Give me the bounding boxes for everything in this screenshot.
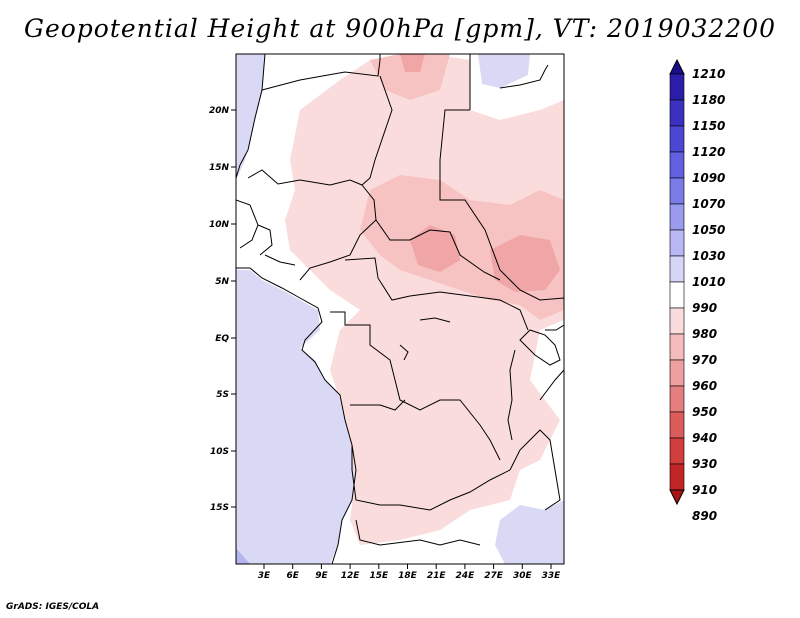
borders — [236, 54, 564, 564]
colorbar-segment — [669, 463, 685, 491]
colorbar-segment — [669, 281, 685, 309]
colorbar-segment — [669, 411, 685, 439]
lon-tick-label: 30E — [513, 571, 533, 581]
map-frame — [235, 53, 565, 565]
pale-red-area — [285, 54, 564, 545]
map-fill — [236, 54, 564, 564]
lon-tick-label: 3E — [258, 571, 271, 581]
colorbar-label: 980 — [692, 327, 717, 341]
colorbar-bottom-arrow — [669, 489, 685, 506]
colorbar-label: 950 — [692, 405, 717, 419]
colorbar-segment — [669, 229, 685, 257]
colorbar: 1210 1180 1150 1120 1090 1070 1050 1030 1010 990 9… — [669, 58, 725, 523]
lat-tick-label: 20N — [209, 106, 230, 116]
ocean-area — [236, 54, 356, 564]
lon-tick-label: 18E — [398, 571, 418, 581]
colorbar-label: 1010 — [692, 275, 725, 289]
axis-ticks — [231, 109, 552, 569]
lon-tick-label: 27E — [484, 571, 504, 581]
lon-tick-label: 9E — [315, 571, 328, 581]
colorbar-segment — [669, 99, 685, 127]
lat-tick-label: 10N — [209, 220, 230, 230]
light-red-north — [370, 54, 450, 100]
grads-credit: GrADS: IGES/COLA — [6, 602, 100, 612]
colorbar-label: 910 — [692, 483, 717, 497]
lat-tick-label: 15S — [210, 503, 229, 513]
colorbar-label: 1090 — [692, 171, 725, 185]
lat-tick-label: 5S — [216, 390, 229, 400]
colorbar-label: 1030 — [692, 249, 725, 263]
lat-tick-label: 5N — [215, 277, 229, 287]
lon-tick-label: 24E — [456, 571, 476, 581]
colorbar-segment — [669, 437, 685, 465]
colorbar-label: 940 — [692, 431, 717, 445]
figure-title: Geopotential Height at 900hPa [gpm], VT:… — [23, 14, 777, 43]
lon-tick-label: 21E — [427, 571, 447, 581]
colorbar-segment — [669, 255, 685, 283]
lon-tick-label: 12E — [341, 571, 361, 581]
lat-tick-label: EQ — [215, 334, 229, 344]
colorbar-label: 1050 — [692, 223, 725, 237]
colorbar-top-arrow — [669, 58, 685, 75]
colorbar-label: 990 — [692, 301, 717, 315]
colorbar-segment — [669, 151, 685, 179]
mid-red-area-1 — [410, 225, 460, 272]
ocean-corner — [236, 548, 250, 564]
lat-tick-label: 10S — [210, 447, 229, 457]
colorbar-label: 1120 — [692, 145, 725, 159]
lon-tick-label: 15E — [369, 571, 389, 581]
blue-patch-south — [495, 500, 564, 564]
colorbar-label: 970 — [692, 353, 717, 367]
lon-tick-label: 33E — [542, 571, 562, 581]
lat-tick-label: 15N — [209, 163, 230, 173]
colorbar-label: 1150 — [692, 119, 725, 133]
colorbar-segment — [669, 73, 685, 101]
mid-red-area-3 — [400, 54, 425, 72]
colorbar-segment — [669, 203, 685, 231]
colorbar-segment — [669, 385, 685, 413]
colorbar-segment — [669, 177, 685, 205]
colorbar-label: 1210 — [692, 67, 725, 81]
lat-labels: 20N 15N 10N 5N EQ 5S 10S 15S — [209, 106, 230, 513]
colorbar-segment — [669, 307, 685, 335]
blue-patch-north — [478, 54, 530, 88]
lon-tick-label: 6E — [286, 571, 299, 581]
lon-labels: 3E 6E 9E 12E 15E 18E 21E 24E 27E 30E 33E — [258, 571, 561, 581]
colorbar-label: 930 — [692, 457, 717, 471]
colorbar-segment — [669, 359, 685, 387]
colorbar-label: 890 — [692, 509, 717, 523]
colorbar-label: 1070 — [692, 197, 725, 211]
colorbar-label: 1180 — [692, 93, 725, 107]
colorbar-label: 960 — [692, 379, 717, 393]
colorbar-segment — [669, 125, 685, 153]
colorbar-segment — [669, 333, 685, 361]
